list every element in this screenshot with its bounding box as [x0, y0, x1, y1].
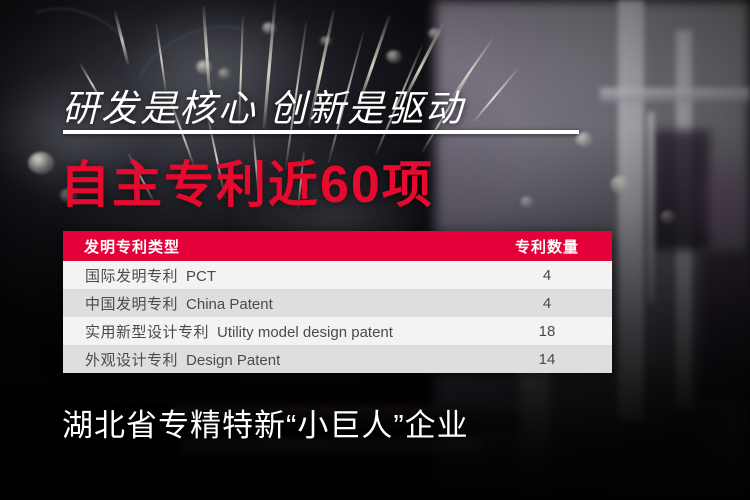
table-cell-count: 4 [542, 294, 552, 312]
patent-type-cn: 国际发明专利 [85, 267, 179, 285]
table-header-row: 发明专利类型 专利数量 [63, 231, 612, 261]
table-row: 中国发明专利 China Patent 4 [63, 289, 612, 317]
patent-type-cn: 外观设计专利 [85, 351, 179, 369]
table-cell-type: 外观设计专利 Design Patent [63, 349, 482, 370]
table-cell-count: 14 [538, 350, 556, 368]
table-header-count: 专利数量 [514, 238, 579, 256]
patent-type-en: China Patent [186, 295, 273, 313]
table-row: 国际发明专利 PCT 4 [63, 261, 612, 289]
table-row: 外观设计专利 Design Patent 14 [63, 345, 612, 373]
patent-table: 发明专利类型 专利数量 国际发明专利 PCT 4 中国发明专利 China Pate… [63, 231, 612, 373]
patent-type-en: PCT [186, 267, 217, 285]
headline-main-prefix: 自主专利近 [60, 157, 320, 213]
patent-type-en: Utility model design patent [217, 323, 393, 341]
headline-top: 研发是核心 创新是驱动 [62, 88, 465, 129]
headline-main-suffix: 项 [381, 157, 434, 213]
patent-type-cn: 实用新型设计专利 [85, 323, 210, 341]
table-cell-count: 18 [538, 322, 556, 340]
patent-type-cn: 中国发明专利 [85, 295, 179, 313]
table-row: 实用新型设计专利 Utility model design patent 18 [63, 317, 612, 345]
table-header-type: 发明专利类型 [84, 238, 181, 256]
headline-main: 自主专利近60项 [60, 145, 434, 217]
table-cell-type: 国际发明专利 PCT [63, 265, 482, 286]
patent-type-en: Design Patent [186, 351, 281, 369]
headline-divider [63, 130, 579, 134]
footer-tagline: 湖北省专精特新“小巨人”企业 [62, 408, 469, 443]
table-cell-count: 4 [542, 266, 552, 284]
table-cell-type: 中国发明专利 China Patent [63, 293, 482, 314]
table-cell-type: 实用新型设计专利 Utility model design patent [63, 321, 482, 342]
headline-main-number: 60 [320, 156, 382, 214]
